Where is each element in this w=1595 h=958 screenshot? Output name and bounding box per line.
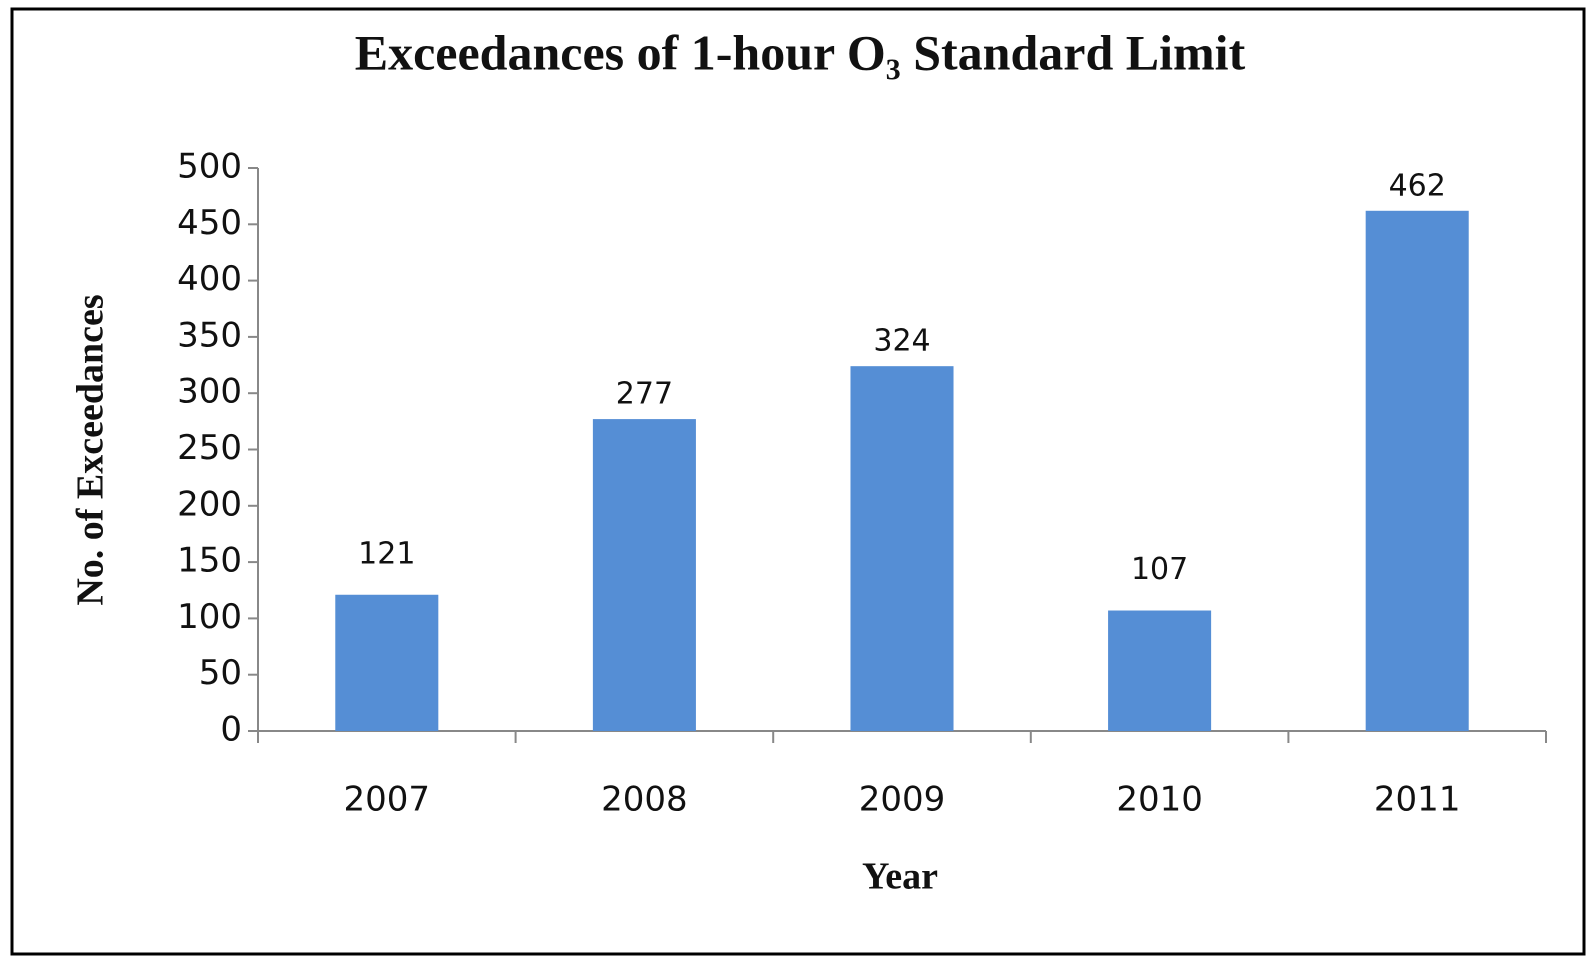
y-tick-label: 0 (220, 710, 242, 750)
y-tick-label: 50 (199, 653, 242, 693)
y-tick-label: 100 (177, 597, 242, 637)
data-label: 277 (616, 377, 673, 412)
y-tick-label: 300 (177, 372, 242, 412)
y-tick-label: 150 (177, 541, 242, 581)
x-tick-label: 2009 (859, 780, 946, 820)
bar (1365, 210, 1469, 732)
x-tick-label: 2010 (1116, 780, 1203, 820)
chart-title: Exceedances of 1-hour O₃ Standard Limit (355, 24, 1246, 80)
y-tick-label: 350 (177, 315, 242, 355)
y-tick-label: 400 (177, 259, 242, 299)
x-tick-label: 2008 (601, 780, 688, 820)
x-axis-label: Year (862, 856, 938, 898)
y-tick-label: 500 (177, 147, 242, 187)
bar (335, 594, 439, 731)
data-label: 462 (1389, 168, 1446, 203)
chart-frame (10, 7, 1586, 956)
bar (850, 366, 954, 731)
x-tick-label: 2007 (344, 780, 431, 820)
bar (1108, 610, 1212, 731)
y-tick-label: 200 (177, 484, 242, 524)
data-label: 324 (873, 324, 930, 359)
data-label: 121 (358, 536, 415, 571)
x-tick-label: 2011 (1374, 780, 1461, 820)
data-label: 107 (1131, 552, 1188, 587)
bar (592, 419, 696, 731)
y-tick-label: 250 (177, 428, 242, 468)
y-tick-label: 450 (177, 203, 242, 243)
y-axis-label: No. of Exceedances (70, 294, 112, 605)
